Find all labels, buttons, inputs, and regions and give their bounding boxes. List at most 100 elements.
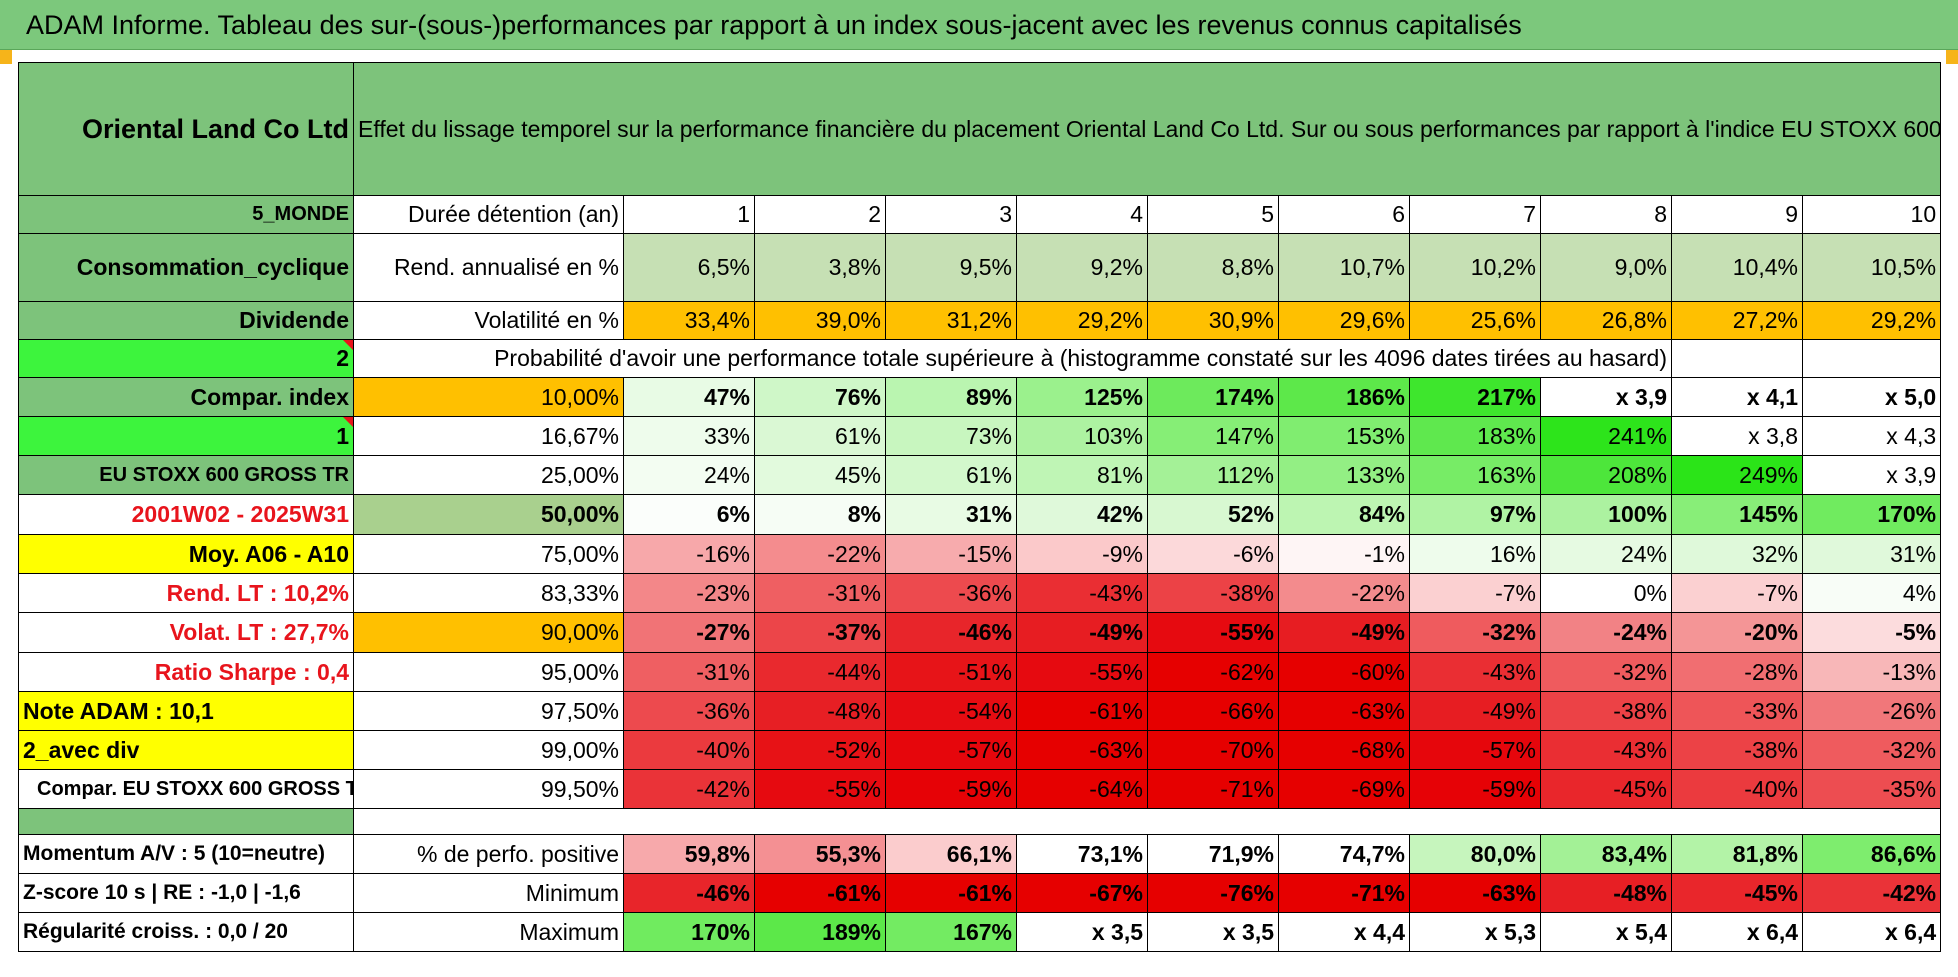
quantile-cell: -43% bbox=[1409, 652, 1541, 692]
quantile-cell: 103% bbox=[1016, 416, 1148, 456]
quantile-cell: -31% bbox=[754, 573, 886, 613]
year-cell: 7 bbox=[1409, 195, 1541, 234]
quantile-cell: -1% bbox=[1278, 534, 1410, 574]
code-2-cell[interactable]: 2 bbox=[18, 339, 354, 378]
corner-marker-left bbox=[0, 50, 12, 64]
quantile-cell: x 4,3 bbox=[1801, 416, 1942, 456]
maximum-cell: x 6,4 bbox=[1671, 912, 1803, 952]
maximum-row: Régularité croiss. : 0,0 / 20 Maximum 17… bbox=[18, 912, 1942, 952]
volat-cell: 27,2% bbox=[1671, 301, 1803, 340]
quantile-cell: -16% bbox=[623, 534, 755, 574]
quantile-pct: 50,00% bbox=[353, 494, 624, 535]
quantile-cell: -48% bbox=[754, 691, 886, 731]
quantile-cell: 97% bbox=[1409, 494, 1541, 535]
quantile-pct: 25,00% bbox=[353, 455, 624, 495]
quantile-cell: x 3,9 bbox=[1540, 377, 1672, 417]
quantile-cell: 61% bbox=[754, 416, 886, 456]
dividend-label: Dividende bbox=[18, 301, 354, 340]
quantile-cell: 24% bbox=[1540, 534, 1672, 574]
maximum-cell: x 4,4 bbox=[1278, 912, 1410, 952]
code-1-cell[interactable]: 1 bbox=[18, 416, 354, 456]
quantile-cell: 8% bbox=[754, 494, 886, 535]
quantile-cell: -38% bbox=[1147, 573, 1279, 613]
quantile-cell: -45% bbox=[1540, 769, 1672, 809]
year-cell: 2 bbox=[754, 195, 886, 234]
year-cell: 4 bbox=[1016, 195, 1148, 234]
year-cell: 5 bbox=[1147, 195, 1279, 234]
quantile-cell: -46% bbox=[885, 612, 1017, 653]
maximum-cell: 170% bbox=[623, 912, 755, 952]
note-adam-label: Note ADAM : 10,1 bbox=[18, 691, 354, 731]
compar-index-label: Compar. index bbox=[18, 377, 354, 417]
quantile-pct: 16,67% bbox=[353, 416, 624, 456]
quantile-cell: -59% bbox=[1409, 769, 1541, 809]
volat-cell: 39,0% bbox=[754, 301, 886, 340]
volat-cell: 29,6% bbox=[1278, 301, 1410, 340]
quantile-cell: -31% bbox=[623, 652, 755, 692]
quantile-row: Ratio Sharpe : 0,4 95,00% -31% -44% -51%… bbox=[18, 652, 1942, 692]
volat-cell: 31,2% bbox=[885, 301, 1017, 340]
positive-cell: 81,8% bbox=[1671, 834, 1803, 874]
positive-cell: 55,3% bbox=[754, 834, 886, 874]
blank-cell bbox=[1801, 339, 1942, 378]
quantile-cell: -70% bbox=[1147, 730, 1279, 770]
quantile-cell: 163% bbox=[1409, 455, 1541, 495]
momentum-label: Momentum A/V : 5 (10=neutre) bbox=[18, 834, 354, 874]
quantile-cell: 47% bbox=[623, 377, 755, 417]
positive-cell: 74,7% bbox=[1278, 834, 1410, 874]
quantile-cell: -22% bbox=[754, 534, 886, 574]
quantile-cell: -27% bbox=[623, 612, 755, 653]
rend-row: Consommation_cyclique Rend. annualisé en… bbox=[18, 233, 1942, 302]
quantile-cell: -32% bbox=[1540, 652, 1672, 692]
quantile-pct: 90,00% bbox=[353, 612, 624, 653]
quantile-row: Rend. LT : 10,2% 83,33% -23% -31% -36% -… bbox=[18, 573, 1942, 613]
quantile-cell: -5% bbox=[1801, 612, 1942, 653]
zone-label: 5_MONDE bbox=[18, 195, 354, 234]
quantile-cell: -36% bbox=[623, 691, 755, 731]
quantile-cell: -60% bbox=[1278, 652, 1410, 692]
period-label: 2001W02 - 2025W31 bbox=[18, 494, 354, 535]
maximum-cell: 189% bbox=[754, 912, 886, 952]
quantile-pct: 97,50% bbox=[353, 691, 624, 731]
quantile-cell: 61% bbox=[885, 455, 1017, 495]
quantile-row: Compar. index 10,00% 47% 76% 89% 125% 17… bbox=[18, 377, 1942, 417]
quantile-cell: -66% bbox=[1147, 691, 1279, 731]
quantile-cell: -40% bbox=[623, 730, 755, 770]
rend-cell: 10,2% bbox=[1409, 233, 1541, 302]
quantile-cell: 186% bbox=[1278, 377, 1410, 417]
quantile-cell: 153% bbox=[1278, 416, 1410, 456]
quantile-cell: 89% bbox=[885, 377, 1017, 417]
quantile-cell: -55% bbox=[1016, 652, 1148, 692]
quantile-cell: -55% bbox=[754, 769, 886, 809]
quantile-cell: 208% bbox=[1540, 455, 1672, 495]
quantile-cell: 4% bbox=[1801, 573, 1942, 613]
volat-cell: 33,4% bbox=[623, 301, 755, 340]
spacer-band bbox=[18, 808, 354, 835]
quantile-cell: x 3,8 bbox=[1671, 416, 1803, 456]
minimum-cell: -46% bbox=[623, 873, 755, 913]
quantile-cell: -32% bbox=[1409, 612, 1541, 653]
quantile-row-median: 2001W02 - 2025W31 50,00% 6% 8% 31% 42% 5… bbox=[18, 494, 1942, 535]
minimum-cell: -61% bbox=[885, 873, 1017, 913]
quantile-pct: 10,00% bbox=[353, 377, 624, 417]
quantile-cell: -59% bbox=[885, 769, 1017, 809]
maximum-cell: x 3,5 bbox=[1147, 912, 1279, 952]
quantile-cell: -52% bbox=[754, 730, 886, 770]
quantile-cell: 33% bbox=[623, 416, 755, 456]
maximum-cell: x 6,4 bbox=[1801, 912, 1942, 952]
company-name: Oriental Land Co Ltd bbox=[18, 62, 354, 196]
quantile-cell: -20% bbox=[1671, 612, 1803, 653]
positive-cell: 59,8% bbox=[623, 834, 755, 874]
quantile-cell: -68% bbox=[1278, 730, 1410, 770]
blank-cell bbox=[1671, 339, 1803, 378]
quantile-row: Volat. LT : 27,7% 90,00% -27% -37% -46% … bbox=[18, 612, 1942, 653]
regularite-label: Régularité croiss. : 0,0 / 20 bbox=[18, 912, 354, 952]
quantile-cell: 76% bbox=[754, 377, 886, 417]
quantile-cell: 6% bbox=[623, 494, 755, 535]
quantile-pct: 95,00% bbox=[353, 652, 624, 692]
sharpe-label: Ratio Sharpe : 0,4 bbox=[18, 652, 354, 692]
quantile-cell: -26% bbox=[1801, 691, 1942, 731]
spacer-row bbox=[18, 808, 1942, 835]
volat-cell: 29,2% bbox=[1801, 301, 1942, 340]
quantile-cell: -71% bbox=[1147, 769, 1279, 809]
